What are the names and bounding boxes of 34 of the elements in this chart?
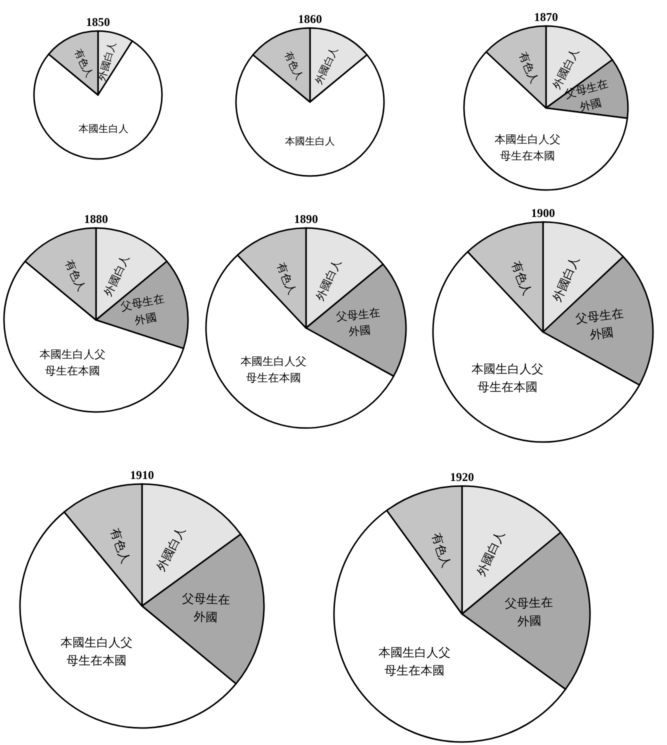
slice-label: 外國白人: [312, 44, 341, 86]
slice-label: 本國生白人: [285, 136, 335, 148]
slice-label: 父母生在外國: [335, 306, 381, 339]
slice-label: 本國生白人父母生在本國: [494, 133, 560, 163]
chart-title: 1870: [534, 10, 558, 24]
slice-label: 外國白人: [474, 528, 508, 578]
slice-label: 有色人: [282, 49, 306, 82]
slice-label: 本國生白人父母生在本國: [378, 645, 451, 678]
slice-label: 外國白人: [550, 254, 582, 304]
chart-title: 1890: [294, 212, 318, 226]
slice-label: 有色人: [429, 530, 454, 570]
slice-label: 本國生白人父母生在本國: [240, 355, 307, 385]
slice-label: 本國生白人父母生在本國: [471, 362, 544, 394]
slice-label: 有色人: [62, 258, 88, 294]
chart-title: 1850: [86, 15, 110, 29]
slice-label: 有色人: [274, 260, 299, 296]
slice-label: 外國白人: [313, 257, 344, 303]
slice-label: 有色人: [72, 46, 96, 80]
slice-label: 外國白人: [154, 524, 188, 574]
slice-label: 外國白人: [96, 40, 119, 82]
slice-label: 有色人: [516, 50, 542, 86]
slice-label: 本國生白人父母生在本國: [39, 348, 106, 378]
chart-title: 1860: [298, 12, 322, 26]
slice-label: 本國生白人父母生在本國: [60, 635, 133, 668]
slice-label: 有色人: [108, 526, 134, 566]
chart-title: 1920: [450, 470, 474, 484]
chart-title: 1910: [130, 468, 154, 482]
slice-label: 父母生在外國: [574, 306, 624, 342]
chart-title: 1900: [531, 206, 555, 220]
chart-title: 1880: [84, 212, 108, 226]
slice-label: 有色人: [508, 258, 535, 298]
slice-label: 父母生在外國: [504, 595, 553, 628]
slice-label: 父母生在外國: [182, 591, 230, 624]
slice-label: 本國生白人: [78, 123, 128, 136]
